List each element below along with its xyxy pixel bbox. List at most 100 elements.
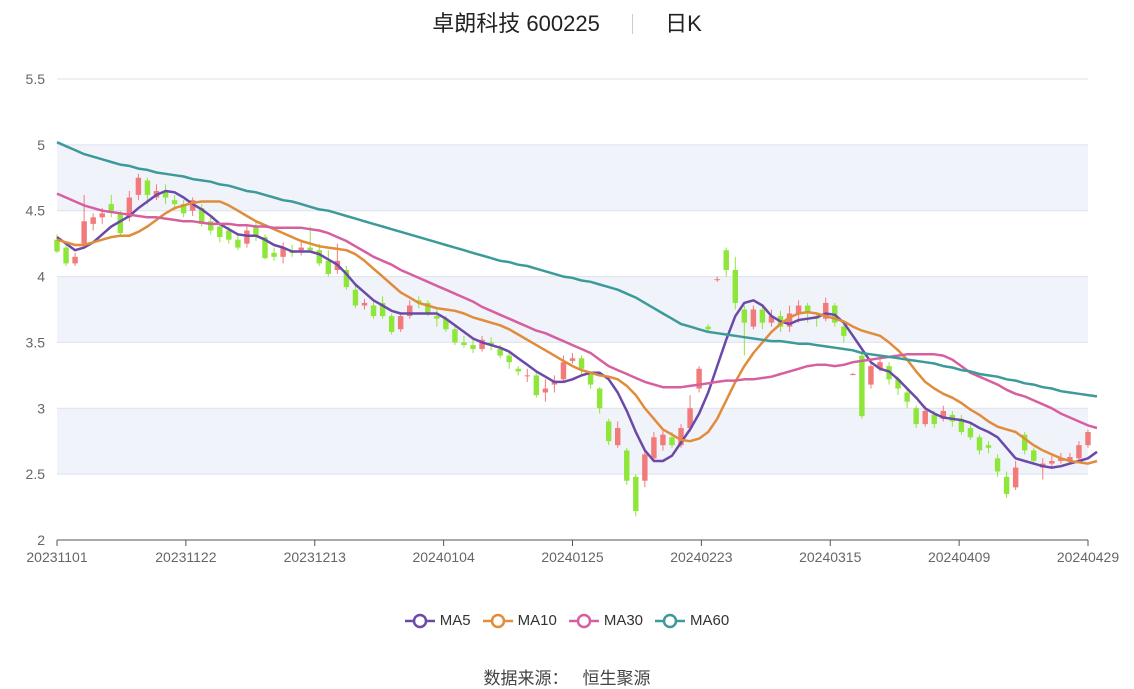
candle-up <box>687 395 693 432</box>
legend-item-ma60[interactable]: MA60 <box>655 612 729 629</box>
candle-body <box>859 355 865 417</box>
candle-down <box>370 300 377 319</box>
candle-body <box>208 221 214 231</box>
candle-body <box>397 316 404 330</box>
candle-body <box>551 381 558 385</box>
candle-up <box>298 239 304 256</box>
candle-body <box>786 313 793 327</box>
candle-up <box>81 194 87 245</box>
candle-down <box>533 371 540 398</box>
legend-marker-icon <box>482 613 513 628</box>
candle-up <box>1049 455 1055 468</box>
candle-body <box>1003 476 1010 494</box>
candle-body <box>994 458 1001 472</box>
candle-down <box>208 217 214 235</box>
candle-body <box>705 326 711 330</box>
candle-body <box>967 428 974 438</box>
candle-body <box>823 302 829 319</box>
candle-down <box>144 177 151 205</box>
candle-body <box>696 368 702 389</box>
candle-body <box>235 239 241 248</box>
candle-up <box>750 305 757 330</box>
candle-body <box>90 217 96 224</box>
legend-marker-icon <box>404 613 435 628</box>
candlesticks <box>54 173 1091 517</box>
title-divider <box>631 14 633 34</box>
candle-body <box>868 366 874 385</box>
candle-down <box>461 335 467 348</box>
candle-down <box>515 366 521 376</box>
candle-up <box>135 173 142 201</box>
candle-body <box>343 269 350 288</box>
stock-code: 600225 <box>526 11 600 36</box>
x-tick-label: 20231213 <box>284 549 347 565</box>
candle-body <box>850 374 856 376</box>
candle-body <box>587 374 594 385</box>
candle-body <box>479 339 485 350</box>
candle-body <box>1049 460 1055 464</box>
candle-body <box>651 437 657 459</box>
legend-marker-circle <box>412 613 428 628</box>
candle-body <box>253 226 259 238</box>
candle-down <box>343 266 350 290</box>
candle-down <box>325 250 332 277</box>
x-tick-label: 20240409 <box>928 549 991 565</box>
candle-body <box>605 421 612 442</box>
candle-body <box>976 437 983 451</box>
candle-body <box>217 226 223 238</box>
candle-down <box>379 296 386 319</box>
candle-down <box>352 283 359 309</box>
candle-body <box>461 342 467 346</box>
legend: MA5 MA10 MA30 MA60 <box>0 612 1134 633</box>
legend-label: MA30 <box>603 612 644 629</box>
candle-down <box>162 184 169 205</box>
chart-title: 卓朗科技 600225 日K <box>0 6 1134 38</box>
candle-down <box>470 339 476 353</box>
legend-item-ma10[interactable]: MA10 <box>482 612 557 629</box>
candle-body <box>633 476 639 512</box>
candle-down <box>180 200 187 218</box>
y-tick-label: 2 <box>37 532 45 548</box>
x-tick-label: 20231122 <box>155 549 216 565</box>
candle-body <box>895 379 901 389</box>
candle-body <box>624 450 630 481</box>
candle-up <box>397 313 404 332</box>
candle-body <box>135 177 142 195</box>
candle-up <box>1012 460 1019 490</box>
ma60-line <box>56 141 1098 398</box>
ma30-line <box>56 192 1098 430</box>
legend-item-ma30[interactable]: MA30 <box>568 612 644 629</box>
candle-down <box>633 474 639 517</box>
legend-marker-icon <box>568 613 599 628</box>
candle-body <box>262 237 268 259</box>
candle-down <box>596 387 603 414</box>
legend-item-ma5[interactable]: MA5 <box>404 612 471 629</box>
grid-bands <box>57 144 1088 475</box>
y-tick-label: 2.5 <box>26 466 46 482</box>
legend-label: MA60 <box>690 612 730 629</box>
candle-body <box>72 256 78 264</box>
candle-body <box>669 437 675 446</box>
candle-body <box>470 345 476 350</box>
candle-down <box>705 323 711 332</box>
candle-body <box>1058 458 1064 461</box>
candle-up <box>642 450 648 488</box>
candle-down <box>967 424 974 440</box>
candle-body <box>723 250 729 270</box>
candle-down <box>235 234 241 251</box>
candle-body <box>425 302 431 314</box>
candle-body <box>931 414 937 425</box>
candle-body <box>1012 467 1019 488</box>
candle-body <box>515 368 521 372</box>
candle-down <box>253 221 259 242</box>
candle-up <box>768 309 775 327</box>
grid-lines <box>57 78 1088 475</box>
candle-down <box>1003 471 1010 498</box>
axes: 2 2.5 3 3.5 4 4.5 5 5.5 20231101 20231122 20231213… <box>26 71 1120 565</box>
legend-label: MA5 <box>439 612 471 629</box>
candle-body <box>985 445 992 448</box>
source-value: 恒生聚源 <box>582 669 651 688</box>
candle-body <box>162 192 169 198</box>
candle-body <box>524 375 530 377</box>
candle-body <box>99 213 105 218</box>
